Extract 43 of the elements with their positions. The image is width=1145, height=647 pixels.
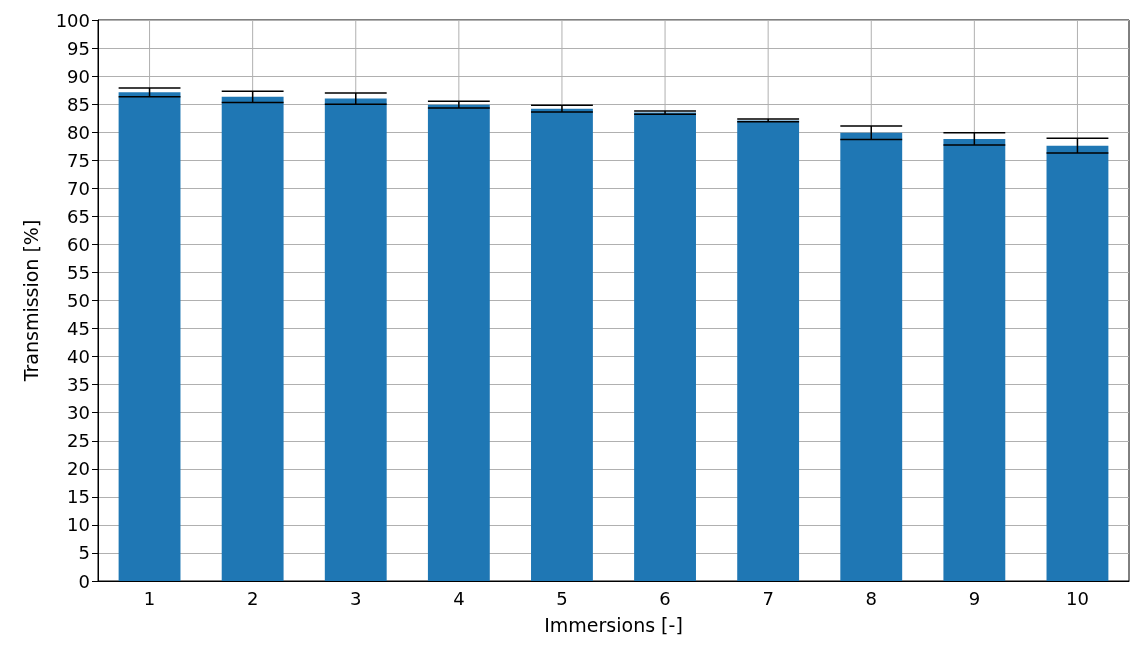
x-tick-label: 7: [762, 587, 774, 609]
y-tick-label: 65: [67, 205, 90, 227]
bar: [1046, 145, 1109, 581]
y-tick-label: 95: [67, 37, 90, 59]
y-axis-title: Transmission [%]: [19, 219, 42, 383]
bar: [943, 138, 1006, 581]
y-tick-label: 70: [67, 177, 90, 199]
x-tick-label: 10: [1066, 587, 1089, 609]
y-tick-label: 10: [67, 514, 90, 536]
y-tick-label: 20: [67, 458, 90, 480]
x-tick-label: 8: [865, 587, 877, 609]
y-tick-label: 0: [78, 570, 90, 592]
bar: [531, 108, 593, 581]
y-tick-label: 85: [67, 93, 90, 115]
bar: [221, 96, 284, 581]
y-tick-label: 30: [67, 402, 90, 424]
y-tick-label: 15: [67, 486, 90, 508]
bar: [324, 98, 387, 581]
x-tick-label: 4: [453, 587, 465, 609]
bar: [427, 104, 490, 581]
x-tick-label: 6: [659, 587, 671, 609]
y-tick-label: 35: [67, 374, 90, 396]
y-tick-label: 40: [67, 346, 90, 368]
y-tick-label: 50: [67, 290, 90, 311]
y-tick-label: 55: [67, 261, 90, 283]
x-axis-title: Immersions [-]: [544, 613, 683, 636]
bar: [737, 120, 800, 581]
bar: [634, 112, 696, 581]
y-tick-label: 90: [67, 65, 90, 87]
x-tick-label: 9: [968, 587, 981, 609]
x-tick-label: 3: [350, 587, 362, 609]
y-tick-label: 80: [67, 121, 90, 143]
y-tick-label: 5: [78, 542, 90, 564]
y-tick-label: 100: [55, 9, 90, 31]
y-tick-label: 60: [67, 233, 90, 255]
y-tick-label: 25: [67, 430, 90, 452]
bar: [118, 92, 181, 581]
y-tick-label: 45: [67, 318, 90, 340]
x-tick-label: 1: [143, 587, 156, 609]
x-tick-label: 2: [246, 587, 259, 609]
x-tick-label: 5: [556, 587, 568, 609]
y-tick-label: 75: [67, 149, 90, 171]
bar: [840, 132, 903, 581]
